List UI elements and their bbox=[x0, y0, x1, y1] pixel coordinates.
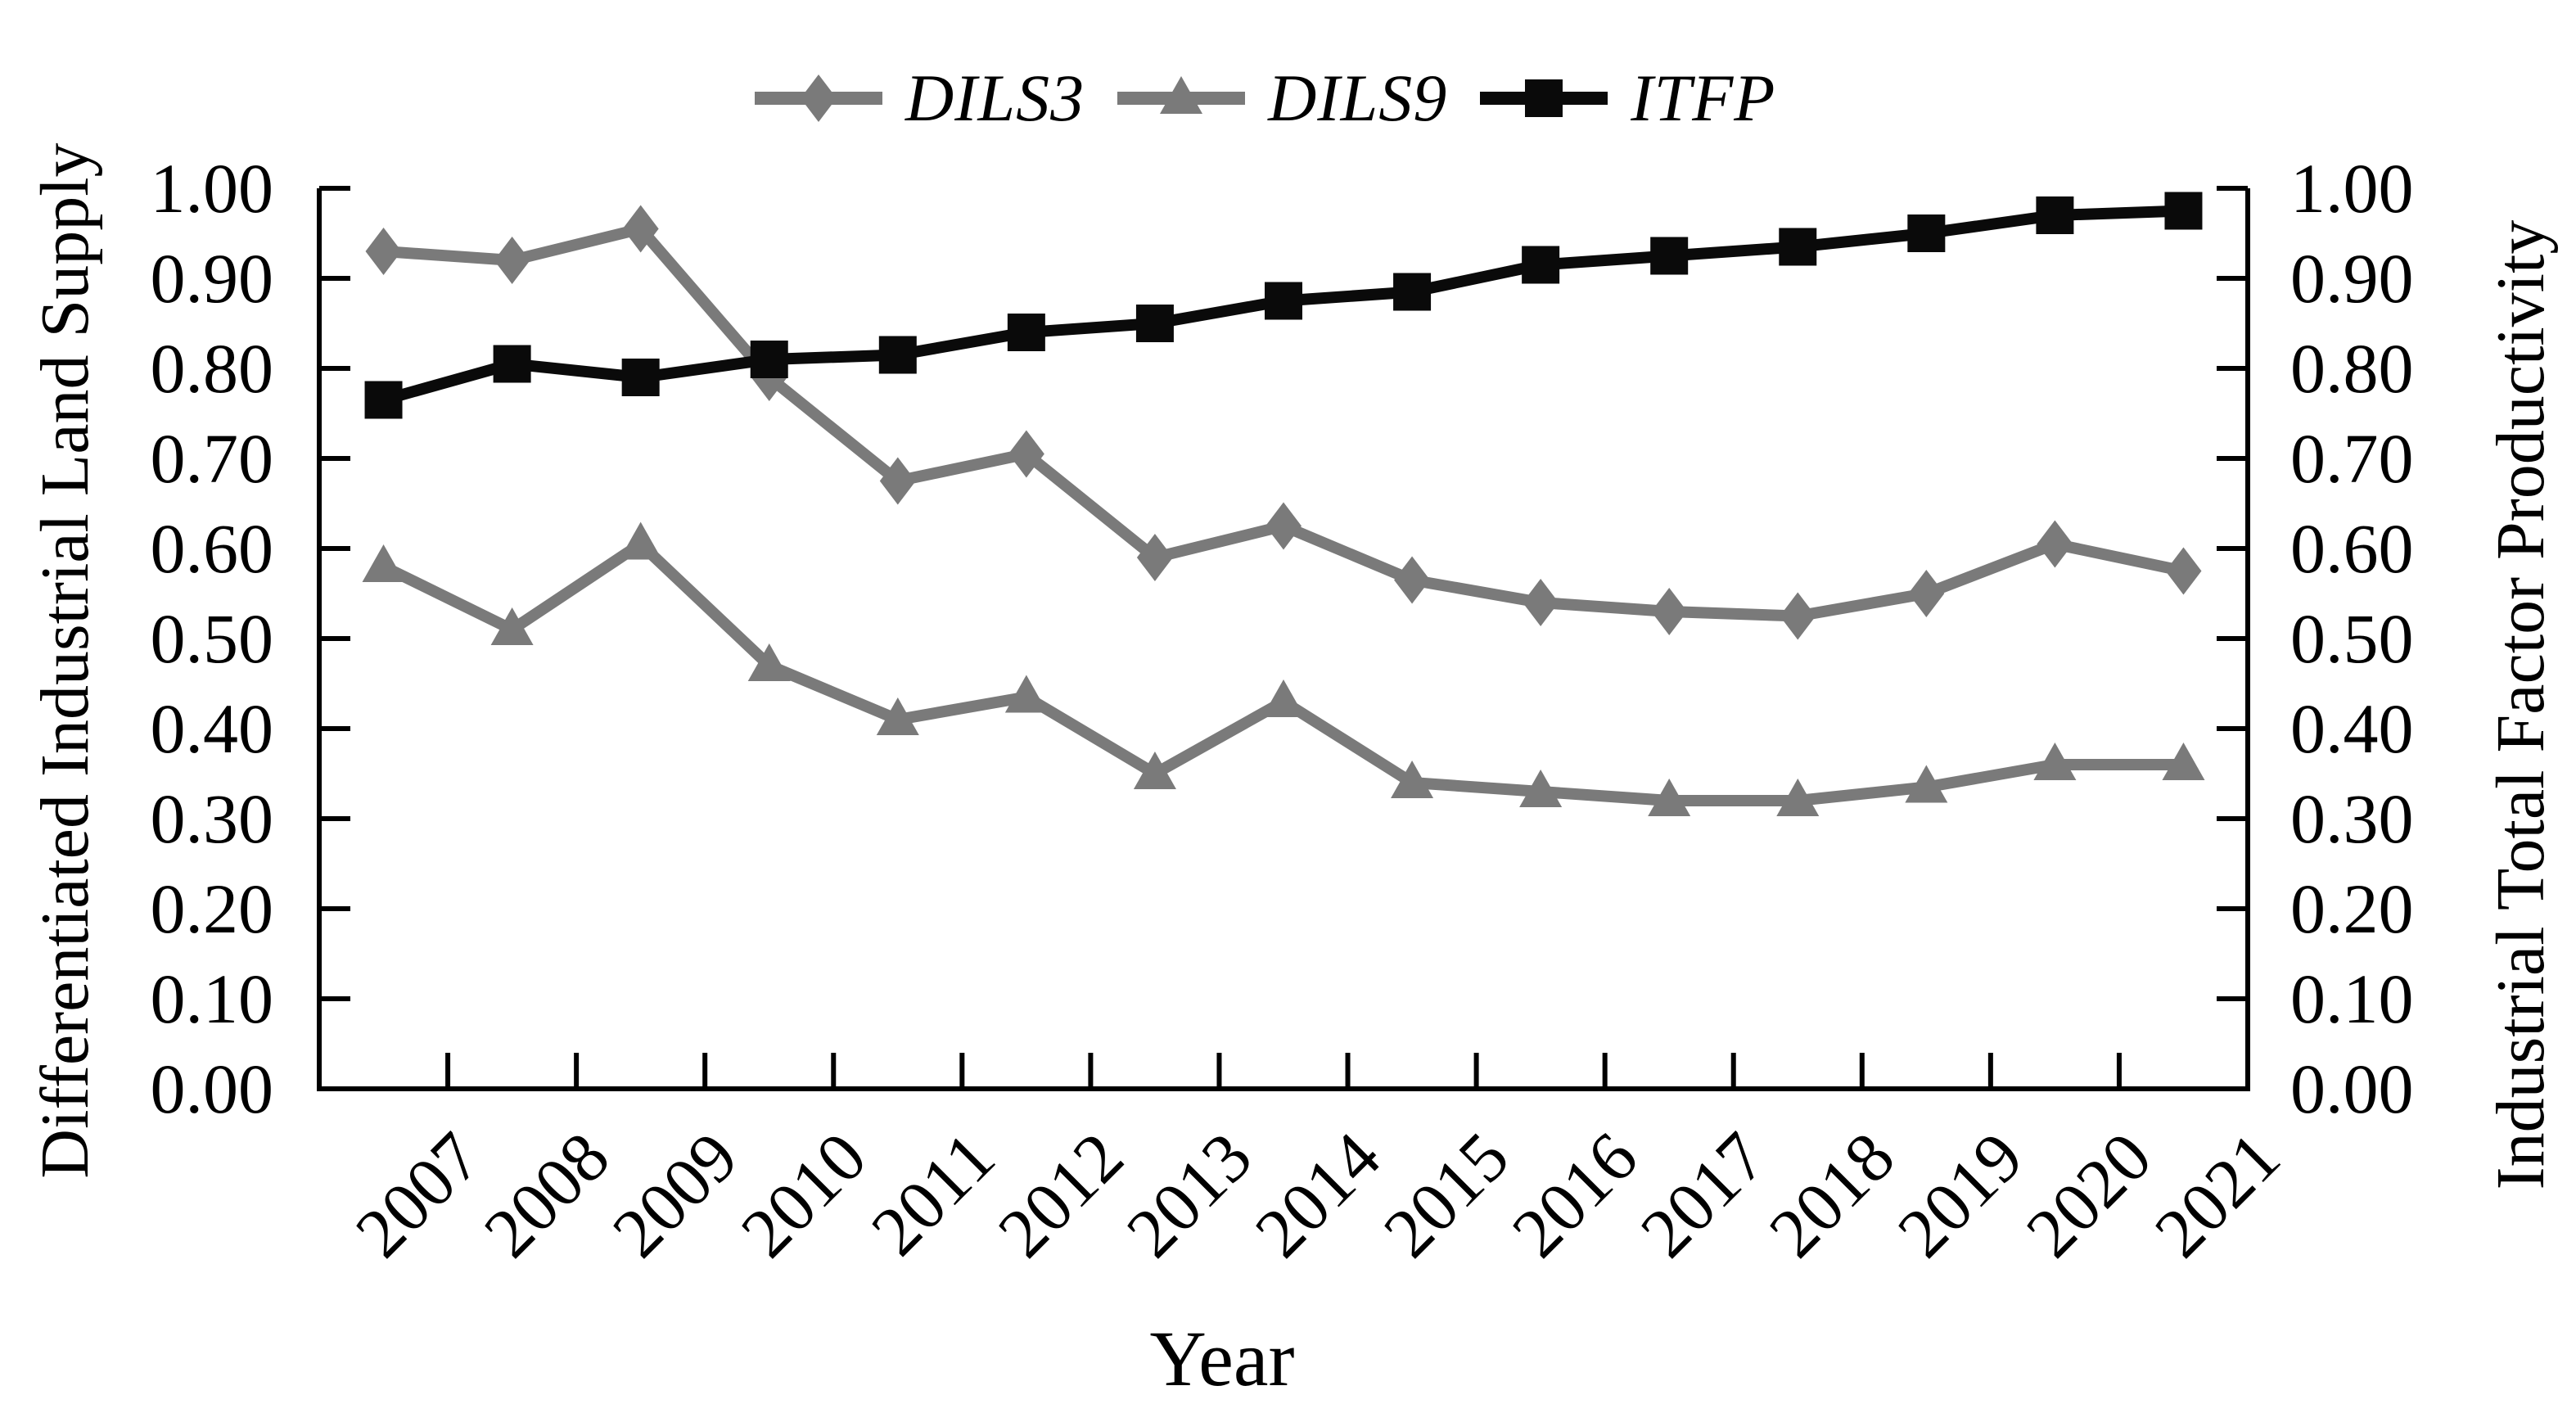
series-marker-itfp bbox=[1135, 305, 1174, 342]
triangle-line-marker-icon bbox=[1117, 76, 1246, 114]
right-ytick-label: 0.50 bbox=[2290, 599, 2414, 678]
series-marker-itfp bbox=[493, 345, 531, 383]
left-ytick-label: 0.00 bbox=[150, 1050, 274, 1128]
legend-label: DILS9 bbox=[1268, 61, 1448, 135]
series-marker-dils9 bbox=[1519, 770, 1563, 807]
series-marker-dils9 bbox=[490, 607, 534, 645]
series-marker-itfp bbox=[1779, 228, 1817, 266]
series-marker-itfp bbox=[2036, 196, 2074, 234]
series-marker-itfp bbox=[878, 336, 917, 374]
x-axis-title: Year bbox=[1149, 1315, 1295, 1402]
series-marker-dils3 bbox=[1265, 502, 1302, 550]
series-marker-dils3 bbox=[622, 205, 659, 253]
right-ytick-label: 0.70 bbox=[2290, 419, 2414, 498]
series-marker-dils9 bbox=[2162, 743, 2205, 780]
series-marker-dils3 bbox=[1523, 579, 1559, 626]
legend-marker-itfp bbox=[1525, 79, 1563, 117]
series-marker-dils3 bbox=[2037, 520, 2073, 568]
series-marker-dils9 bbox=[1133, 752, 1176, 789]
series-marker-itfp bbox=[1265, 282, 1302, 320]
series-marker-dils3 bbox=[1136, 534, 1173, 581]
series-marker-dils3 bbox=[1394, 556, 1431, 604]
series-marker-itfp bbox=[621, 359, 660, 396]
left-ytick-label: 0.30 bbox=[150, 779, 274, 858]
left-ytick-label: 0.60 bbox=[150, 509, 274, 588]
diamond-line-marker-icon bbox=[755, 74, 882, 122]
left-ytick-label: 0.80 bbox=[150, 329, 274, 408]
series-marker-dils9 bbox=[1262, 679, 1305, 717]
series-marker-dils3 bbox=[2165, 547, 2202, 595]
right-ytick-label: 1.00 bbox=[2290, 149, 2414, 228]
series-marker-itfp bbox=[1522, 246, 1560, 284]
legend-label: DILS3 bbox=[905, 61, 1085, 135]
series-marker-itfp bbox=[1907, 214, 1946, 252]
legend-marker-dils3 bbox=[801, 74, 837, 122]
series-marker-dils9 bbox=[1776, 779, 1820, 816]
left-ytick-label: 0.10 bbox=[150, 959, 274, 1038]
left-axis-title: Differentiated Industrial Land Supply bbox=[27, 142, 103, 1179]
left-ytick-label: 0.50 bbox=[150, 599, 274, 678]
series-marker-dils3 bbox=[494, 237, 530, 284]
series-marker-itfp bbox=[364, 381, 403, 419]
left-ytick-label: 0.40 bbox=[150, 689, 274, 768]
series-marker-dils3 bbox=[1908, 570, 1945, 617]
series-marker-dils9 bbox=[2033, 743, 2077, 780]
series-marker-dils9 bbox=[747, 643, 791, 681]
series-line-dils9 bbox=[381, 536, 2184, 806]
right-ytick-label: 0.80 bbox=[2290, 329, 2414, 408]
legend-marker-dils9 bbox=[1160, 76, 1203, 114]
series-marker-dils9 bbox=[1391, 761, 1434, 798]
series-marker-dils3 bbox=[1651, 588, 1688, 635]
left-ytick-label: 0.70 bbox=[150, 419, 274, 498]
right-ytick-label: 0.40 bbox=[2290, 689, 2414, 768]
legend-item-itfp: ITFP bbox=[1478, 53, 1775, 143]
series-marker-dils3 bbox=[1008, 430, 1044, 478]
left-ytick-label: 0.20 bbox=[150, 869, 274, 948]
series-marker-dils3 bbox=[365, 228, 402, 275]
series-marker-dils9 bbox=[362, 544, 405, 582]
legend-item-dils3: DILS3 bbox=[753, 53, 1085, 143]
series-marker-itfp bbox=[1650, 237, 1689, 275]
right-ytick-label: 0.00 bbox=[2290, 1050, 2414, 1128]
right-ytick-label: 0.20 bbox=[2290, 869, 2414, 948]
right-ytick-label: 0.30 bbox=[2290, 779, 2414, 858]
left-ytick-label: 0.90 bbox=[150, 239, 274, 318]
series-marker-itfp bbox=[750, 341, 788, 378]
series-marker-dils9 bbox=[876, 697, 919, 735]
legend: DILS3 DILS9 ITFP bbox=[753, 49, 1775, 147]
square-line-marker-icon bbox=[1480, 79, 1608, 117]
series-marker-itfp bbox=[1007, 314, 1045, 351]
series-marker-itfp bbox=[1393, 273, 1432, 311]
series-marker-dils9 bbox=[1905, 765, 1948, 803]
series-marker-dils3 bbox=[879, 457, 916, 505]
series-marker-dils3 bbox=[1780, 592, 1816, 640]
series-marker-dils9 bbox=[1648, 779, 1691, 816]
legend-item-dils9: DILS9 bbox=[1116, 53, 1447, 143]
right-ytick-label: 0.60 bbox=[2290, 509, 2414, 588]
series-marker-dils9 bbox=[1004, 675, 1048, 713]
legend-label: ITFP bbox=[1631, 61, 1776, 135]
series-marker-dils9 bbox=[619, 521, 662, 560]
series-marker-itfp bbox=[2164, 192, 2203, 230]
right-ytick-label: 0.90 bbox=[2290, 239, 2414, 318]
right-axis-title: Industrial Total Factor Productivity bbox=[2483, 219, 2559, 1190]
right-ytick-label: 0.10 bbox=[2290, 959, 2414, 1038]
left-ytick-label: 1.00 bbox=[150, 149, 274, 228]
